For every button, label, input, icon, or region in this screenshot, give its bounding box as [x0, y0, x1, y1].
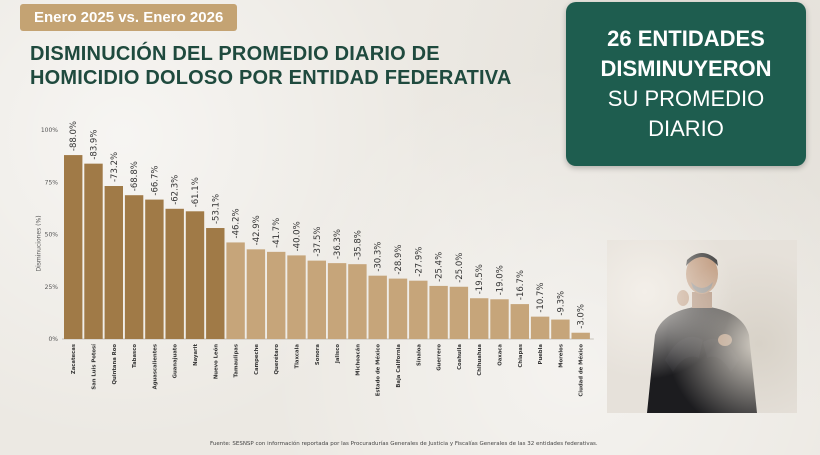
x-tick-label: Aguascalientes	[152, 344, 158, 389]
bar	[490, 299, 509, 339]
x-tick-label: Nuevo León	[212, 344, 219, 379]
x-tick-label: Tabasco	[132, 344, 138, 368]
bar	[226, 242, 245, 339]
bar-value-label: -27.9%	[414, 247, 424, 277]
y-tick-label: 100%	[41, 127, 58, 134]
bar	[165, 208, 184, 339]
bar-value-label: -25.0%	[455, 253, 465, 283]
x-tick-label: Puebla	[538, 344, 544, 365]
bar-value-label: -61.1%	[191, 177, 201, 207]
chart-title-line-1: DISMINUCIÓN DEL PROMEDIO DIARIO DE	[30, 43, 440, 65]
y-tick-label: 75%	[45, 179, 59, 186]
period-badge: Enero 2025 vs. Enero 2026	[20, 4, 238, 31]
bar	[307, 260, 326, 339]
bar	[551, 319, 570, 339]
bar-value-label: -62.3%	[171, 175, 181, 205]
bar	[530, 316, 550, 339]
bar-value-label: -42.9%	[252, 215, 262, 245]
bar-chart: 0% 25% 50% 75% 100% -88.0% Zacatecas -83.9% San …	[41, 121, 594, 397]
summary-line-2: DISMINUYERON	[600, 56, 772, 81]
x-tick-label: Tlaxcala	[295, 344, 301, 369]
bar-value-label: -10.7%	[536, 283, 546, 313]
bar-value-label: -16.7%	[516, 270, 526, 300]
bar	[246, 249, 266, 339]
bar-value-label: -83.9%	[90, 130, 100, 160]
x-tick-label: San Luis Potosí	[91, 343, 98, 390]
bar	[104, 186, 123, 339]
bar	[510, 304, 529, 339]
bar	[206, 228, 225, 339]
x-tick-label: Zacatecas	[71, 344, 77, 374]
bar-value-label: -40.0%	[293, 221, 303, 251]
x-tick-label: Michoacán	[354, 344, 361, 376]
bar-value-label: -19.5%	[475, 264, 485, 294]
bar	[470, 298, 489, 339]
source-note: Fuente: SESNSP con información reportada…	[210, 441, 598, 447]
x-tick-label: Quintana Roo	[112, 344, 118, 385]
bar	[388, 278, 408, 339]
bar	[145, 199, 164, 339]
x-tick-label: Chiapas	[518, 344, 524, 368]
bar	[267, 251, 286, 339]
bar	[571, 332, 590, 339]
bar-value-label: -88.0%	[69, 121, 79, 151]
video-background	[607, 240, 797, 413]
bar-value-label: -28.9%	[394, 245, 404, 275]
summary-line-1: 26 ENTIDADES	[607, 26, 765, 51]
chart-title-line-2: HOMICIDIO DOLOSO POR ENTIDAD FEDERATIVA	[30, 67, 512, 89]
x-tick-label: Chihuahua	[477, 344, 483, 376]
x-tick-label: Guerrero	[437, 344, 443, 371]
x-tick-label: Morelos	[558, 344, 564, 368]
x-tick-label: Ciudad de México	[578, 344, 585, 397]
sign-language-interpreter-video	[607, 240, 797, 413]
bar-value-label: -25.4%	[435, 252, 445, 282]
bar-value-label: -41.7%	[272, 218, 282, 248]
bar	[185, 211, 205, 339]
bar	[429, 285, 448, 339]
bar-value-label: -30.3%	[374, 242, 384, 272]
bar-value-label: -9.3%	[556, 291, 566, 316]
x-tick-label: Querétaro	[273, 344, 280, 375]
bar	[327, 263, 347, 339]
bar-value-label: -37.5%	[313, 227, 323, 257]
bar-value-label: -66.7%	[150, 166, 160, 196]
bar	[368, 275, 387, 339]
bar	[124, 195, 144, 339]
x-tick-label: Sonora	[315, 344, 321, 365]
bar	[348, 264, 367, 339]
bar-value-label: -73.2%	[110, 152, 120, 182]
y-tick-label: 50%	[45, 232, 59, 239]
bar-value-label: -53.1%	[211, 194, 221, 224]
summary-line-3: SU PROMEDIO	[607, 86, 765, 111]
x-tick-label: Tamaulipas	[234, 344, 240, 378]
bar-value-label: -3.0%	[577, 304, 587, 329]
bar-value-label: -68.8%	[130, 161, 140, 191]
x-tick-label: Jalisco	[335, 344, 341, 364]
x-tick-label: Oaxaca	[498, 344, 504, 366]
x-tick-label: Baja California	[396, 344, 402, 388]
bar	[409, 280, 428, 339]
chart-title: DISMINUCIÓN DEL PROMEDIO DIARIO DE HOMIC…	[30, 42, 512, 90]
summary-card: 26 ENTIDADES DISMINUYERON SU PROMEDIO DI…	[566, 2, 806, 166]
x-tick-label: Campeche	[254, 344, 260, 375]
bar	[287, 255, 306, 339]
bar-value-label: -36.3%	[333, 229, 343, 259]
bar	[84, 163, 103, 339]
y-tick-label: 25%	[45, 284, 59, 291]
x-tick-label: Nayarit	[193, 344, 199, 366]
x-tick-label: Guanajuato	[173, 344, 179, 379]
bar-value-label: -46.2%	[232, 208, 242, 238]
bar-value-label: -35.8%	[353, 230, 363, 260]
y-tick-label: 0%	[48, 336, 58, 343]
x-tick-label: Coahuila	[457, 344, 463, 370]
summary-line-4: DIARIO	[648, 116, 724, 141]
x-tick-label: Sinaloa	[416, 344, 422, 366]
bar	[449, 286, 469, 339]
x-tick-label: Estado de México	[375, 344, 382, 397]
bar-value-label: -19.0%	[496, 265, 506, 295]
bar	[64, 155, 83, 339]
